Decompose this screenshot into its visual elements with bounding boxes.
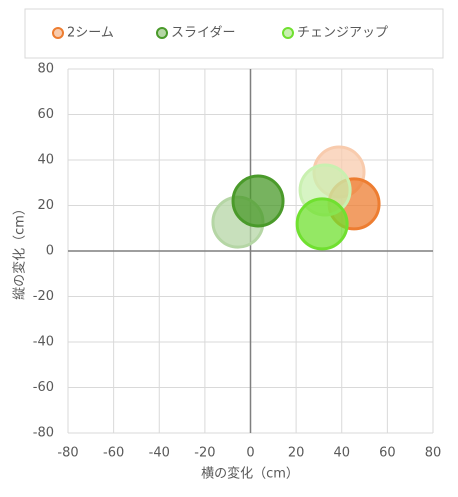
y-tick-label: 40: [37, 153, 54, 168]
y-tick-label: 80: [37, 62, 54, 77]
legend-marker: [52, 27, 64, 39]
y-tick-label: 60: [37, 107, 54, 122]
legend-box: [24, 8, 444, 59]
x-tick-label: 80: [425, 446, 442, 461]
x-axis-label: 横の変化（cm）: [201, 466, 299, 482]
bubble: [231, 174, 285, 228]
y-tick-label: -40: [33, 335, 54, 350]
legend-label: 2シーム: [67, 26, 114, 41]
y-tick-label: -80: [33, 426, 54, 441]
bubble: [295, 197, 349, 251]
legend-marker: [156, 27, 168, 39]
x-tick-label: -80: [57, 446, 78, 461]
y-tick-label: -20: [33, 289, 54, 304]
x-tick-label: -20: [194, 446, 215, 461]
x-tick-label: -40: [149, 446, 170, 461]
legend-label: スライダー: [171, 26, 235, 41]
x-tick-label: -60: [103, 446, 124, 461]
x-tick-label: 20: [288, 446, 305, 461]
y-tick-label: -60: [33, 380, 54, 395]
y-tick-label: 0: [46, 244, 54, 259]
x-tick-label: 0: [246, 446, 254, 461]
x-tick-label: 40: [333, 446, 350, 461]
legend-label: チェンジアップ: [297, 26, 388, 41]
y-axis-label: 縦の変化（cm）: [12, 202, 28, 300]
legend-marker: [282, 27, 294, 39]
y-tick-label: 20: [37, 198, 54, 213]
x-tick-label: 60: [379, 446, 396, 461]
